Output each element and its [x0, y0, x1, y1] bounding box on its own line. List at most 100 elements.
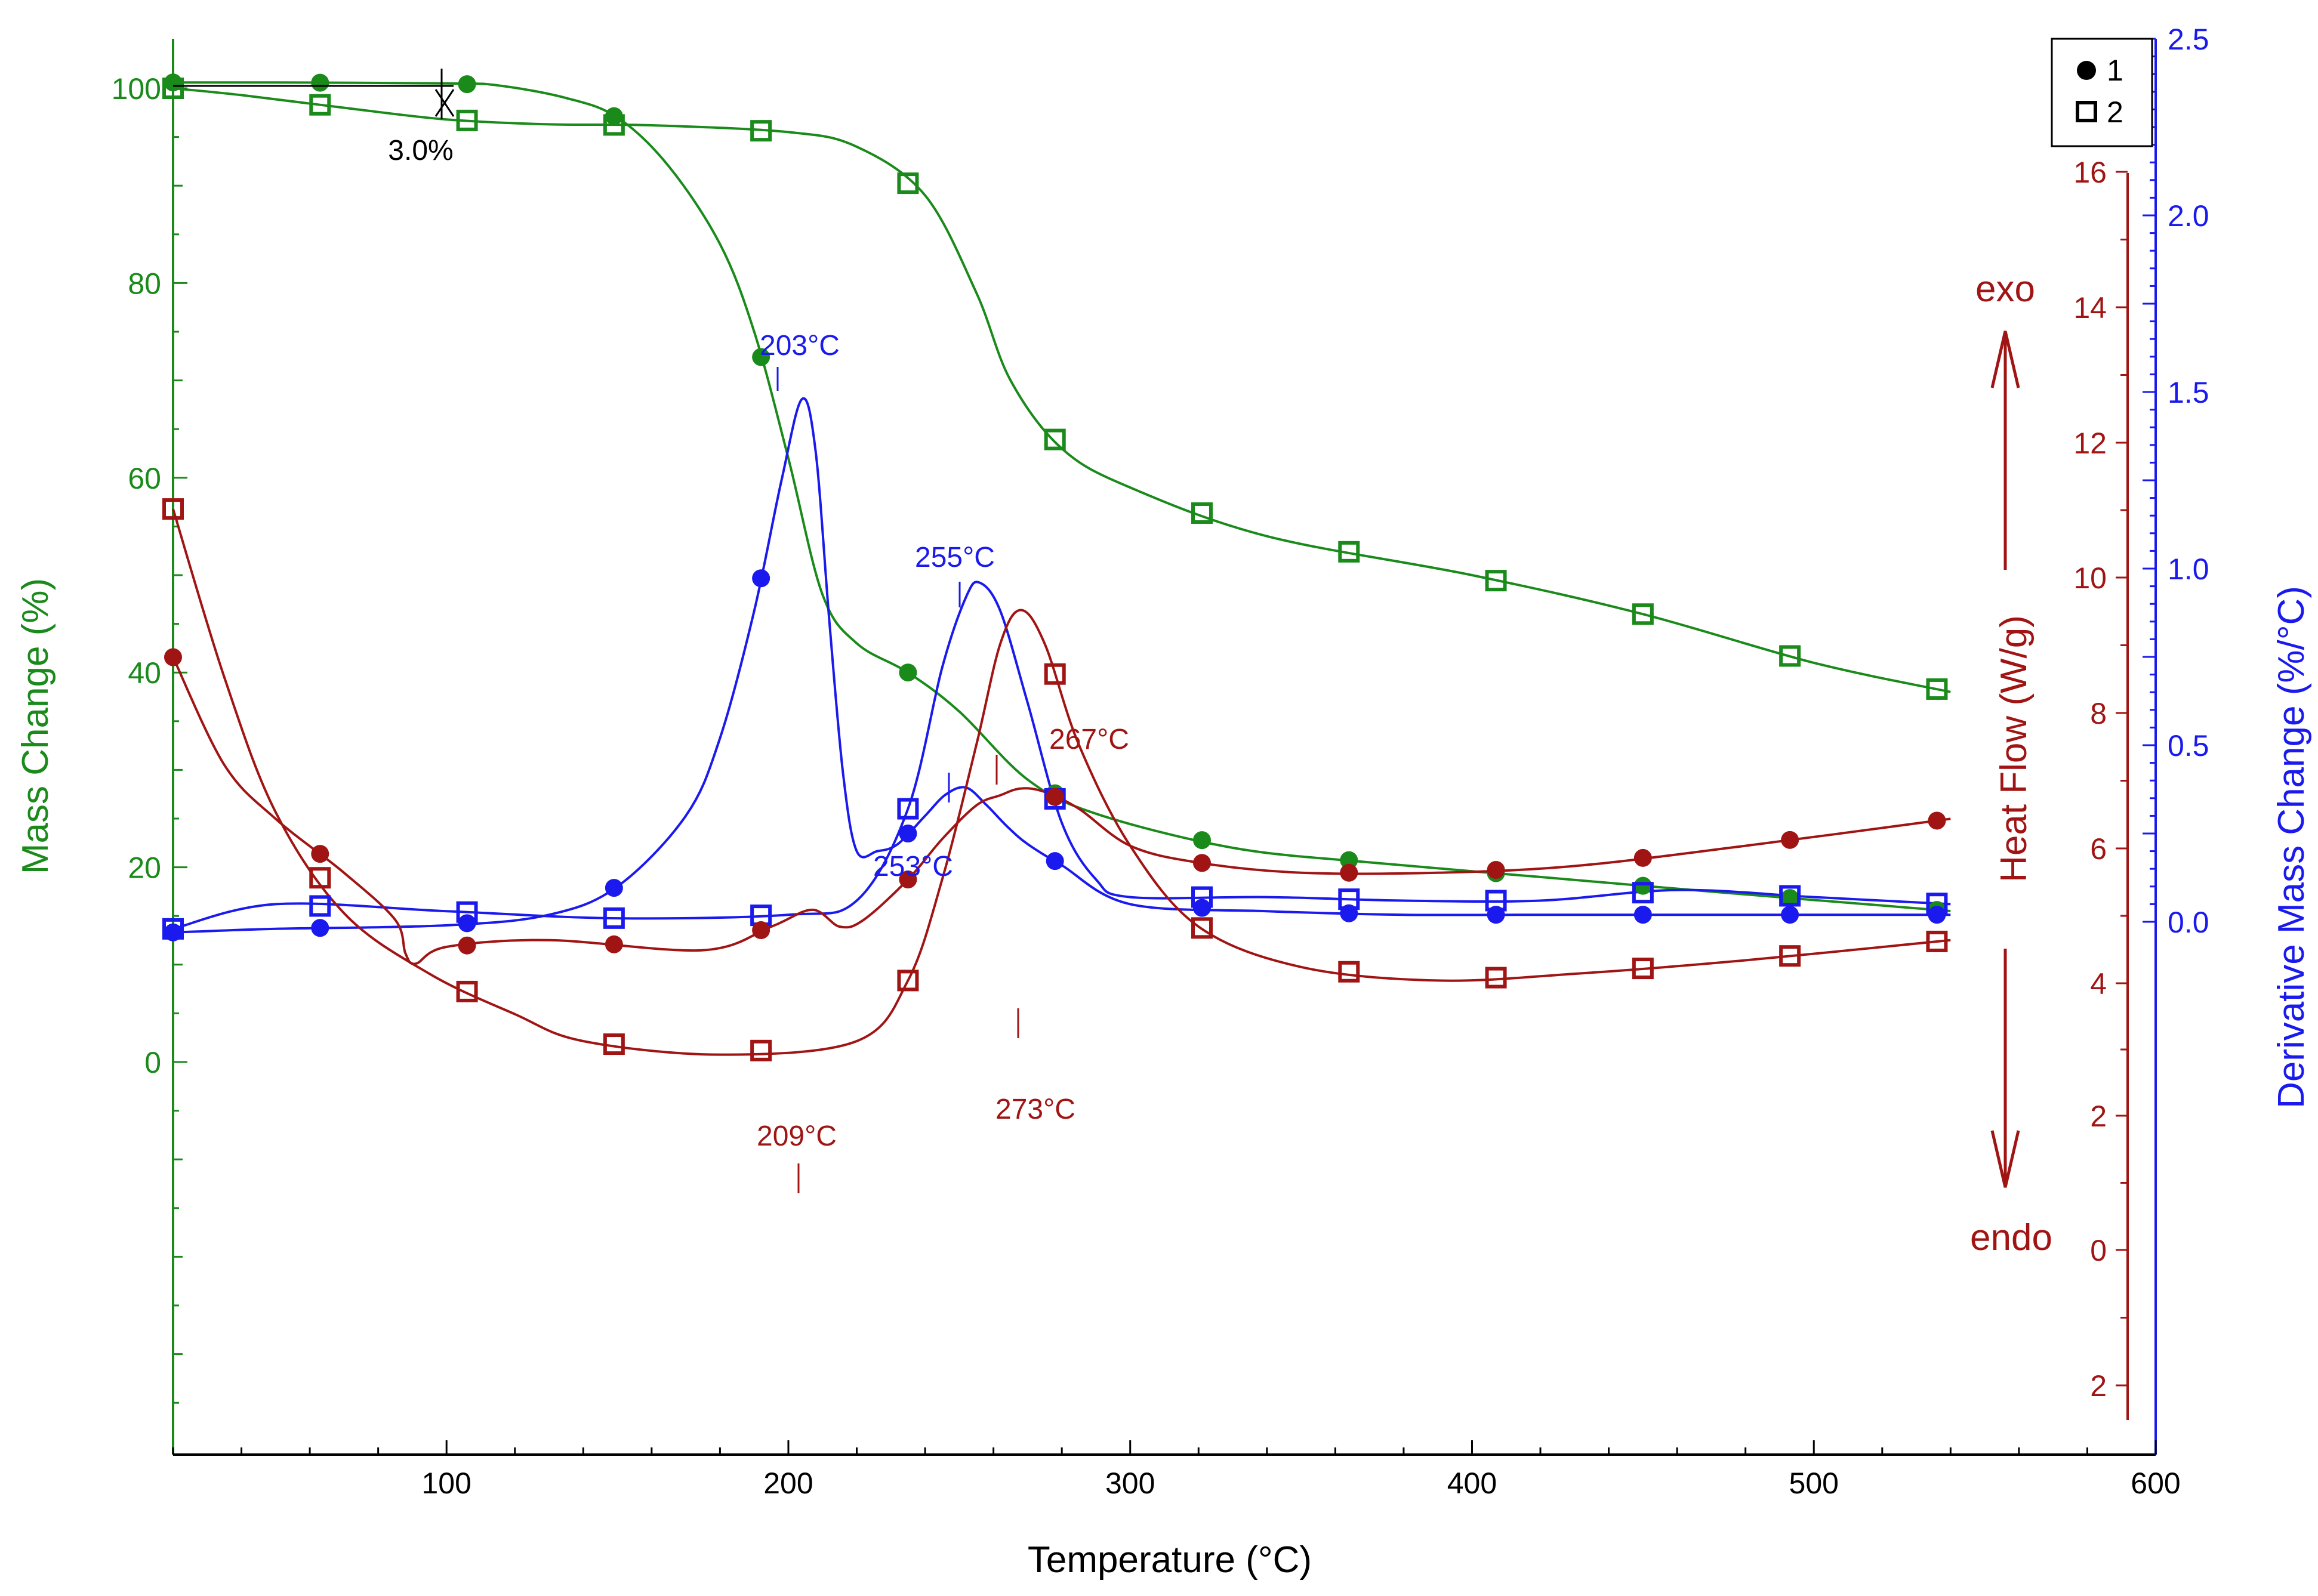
data-point [899, 663, 917, 682]
x-axis-title: Temperature (°C) [1028, 1539, 1312, 1580]
heat-flow-axis-title: Heat Flow (W/g) [1993, 615, 2035, 882]
legend-marker-square [2076, 101, 2097, 122]
data-point [1193, 899, 1212, 917]
data-point [1191, 917, 1213, 939]
data-point [1926, 930, 1948, 952]
legend-label-2: 2 [2107, 95, 2123, 129]
data-point [750, 1039, 772, 1061]
data-point [1632, 603, 1654, 625]
deriv-tick-label: 2.5 [2168, 23, 2209, 56]
data-point [1485, 570, 1507, 592]
data-point [1046, 788, 1064, 806]
data-point [1779, 885, 1801, 907]
deriv-tick-label: 0.5 [2168, 729, 2209, 763]
data-point [1779, 945, 1801, 967]
x-tick-label: 200 [763, 1467, 813, 1500]
heat-tick-label: 12 [2073, 427, 2107, 460]
data-point [311, 845, 329, 863]
deriv-peak-label-253: 253°C [873, 851, 953, 882]
data-point [162, 78, 184, 99]
data-point [1338, 961, 1360, 983]
data-point [1191, 502, 1213, 524]
data-point [456, 980, 478, 1002]
heat-tick-label: 8 [2090, 697, 2107, 730]
derivative-axis-title: Derivative Mass Change (%/°C) [2271, 586, 2312, 1109]
heat-tick-label: 4 [2090, 967, 2107, 1001]
mass-tick-label: 60 [128, 462, 161, 495]
x-tick-label: 100 [421, 1467, 471, 1500]
mass-axis-title: Mass Change (%) [15, 578, 56, 874]
data-point [1191, 886, 1213, 908]
data-point [1779, 645, 1801, 667]
data-point [456, 109, 478, 131]
data-point [1046, 852, 1064, 870]
deriv-tick-label: 1.0 [2168, 552, 2209, 586]
x-tick-label: 400 [1447, 1467, 1497, 1500]
data-point [1193, 831, 1212, 850]
data-point [311, 919, 329, 937]
data-point [1632, 882, 1654, 904]
data-point [1926, 893, 1948, 915]
deriv-tick-label: 2.0 [2168, 199, 2209, 233]
deriv-peak-label-255: 255°C [915, 542, 995, 573]
data-point [1928, 811, 1946, 830]
data-point [750, 120, 772, 142]
mass-tick-label: 100 [112, 72, 161, 106]
x-tick-label: 500 [1789, 1467, 1839, 1500]
data-point [1338, 541, 1360, 563]
data-point [162, 498, 184, 520]
mass-tick-label: 0 [144, 1046, 161, 1079]
endo-label: endo [1970, 1217, 2052, 1258]
peak-ticks [776, 367, 1019, 1193]
data-point [1781, 906, 1799, 924]
data-point [1044, 663, 1066, 685]
series-line-1-mass [172, 81, 1951, 912]
data-point [1193, 854, 1212, 872]
data-point [458, 75, 476, 94]
data-point [309, 94, 331, 116]
data-point [458, 936, 476, 955]
markers [162, 73, 1948, 1061]
data-point [309, 867, 331, 889]
x-tick-label: 600 [2131, 1467, 2180, 1500]
data-point [1485, 890, 1507, 912]
data-point [1340, 863, 1358, 882]
data-point [603, 1033, 625, 1055]
data-point [897, 172, 919, 195]
data-point [1781, 889, 1799, 907]
heat-tick-label: 0 [2090, 1234, 2107, 1267]
legend-box [2051, 38, 2153, 147]
series-line-2-heat-flow [172, 508, 1951, 1056]
data-point [1633, 906, 1652, 924]
data-point [605, 935, 623, 953]
mass-tick-label: 80 [128, 267, 161, 300]
mass-tick-label: 20 [128, 851, 161, 885]
heat-tick-label: 2 [2090, 1100, 2107, 1133]
legend-marker-circle [2077, 61, 2096, 80]
data-point [458, 914, 476, 933]
data-point [899, 825, 917, 842]
deriv-tick-label: 1.5 [2168, 376, 2209, 409]
data-point [162, 918, 184, 940]
data-point [752, 921, 770, 940]
data-point [603, 114, 625, 136]
data-point [1485, 967, 1507, 989]
data-point [1338, 888, 1360, 910]
data-point [309, 895, 331, 917]
heat-tick-label: 2 [2090, 1369, 2107, 1403]
data-point [897, 798, 919, 820]
deriv-peak-label-203: 203°C [760, 330, 840, 362]
exo-label: exo [1975, 268, 2035, 310]
x-tick-label: 300 [1105, 1467, 1155, 1500]
data-point [605, 879, 623, 897]
data-point [1926, 678, 1948, 700]
data-point [1781, 831, 1799, 849]
legend-label-1: 1 [2107, 54, 2123, 87]
data-point [1633, 848, 1652, 867]
data-point [603, 907, 625, 929]
series-line-2-derivative [172, 581, 1951, 930]
heat-tick-label: 16 [2073, 156, 2107, 189]
data-point [1632, 958, 1654, 980]
